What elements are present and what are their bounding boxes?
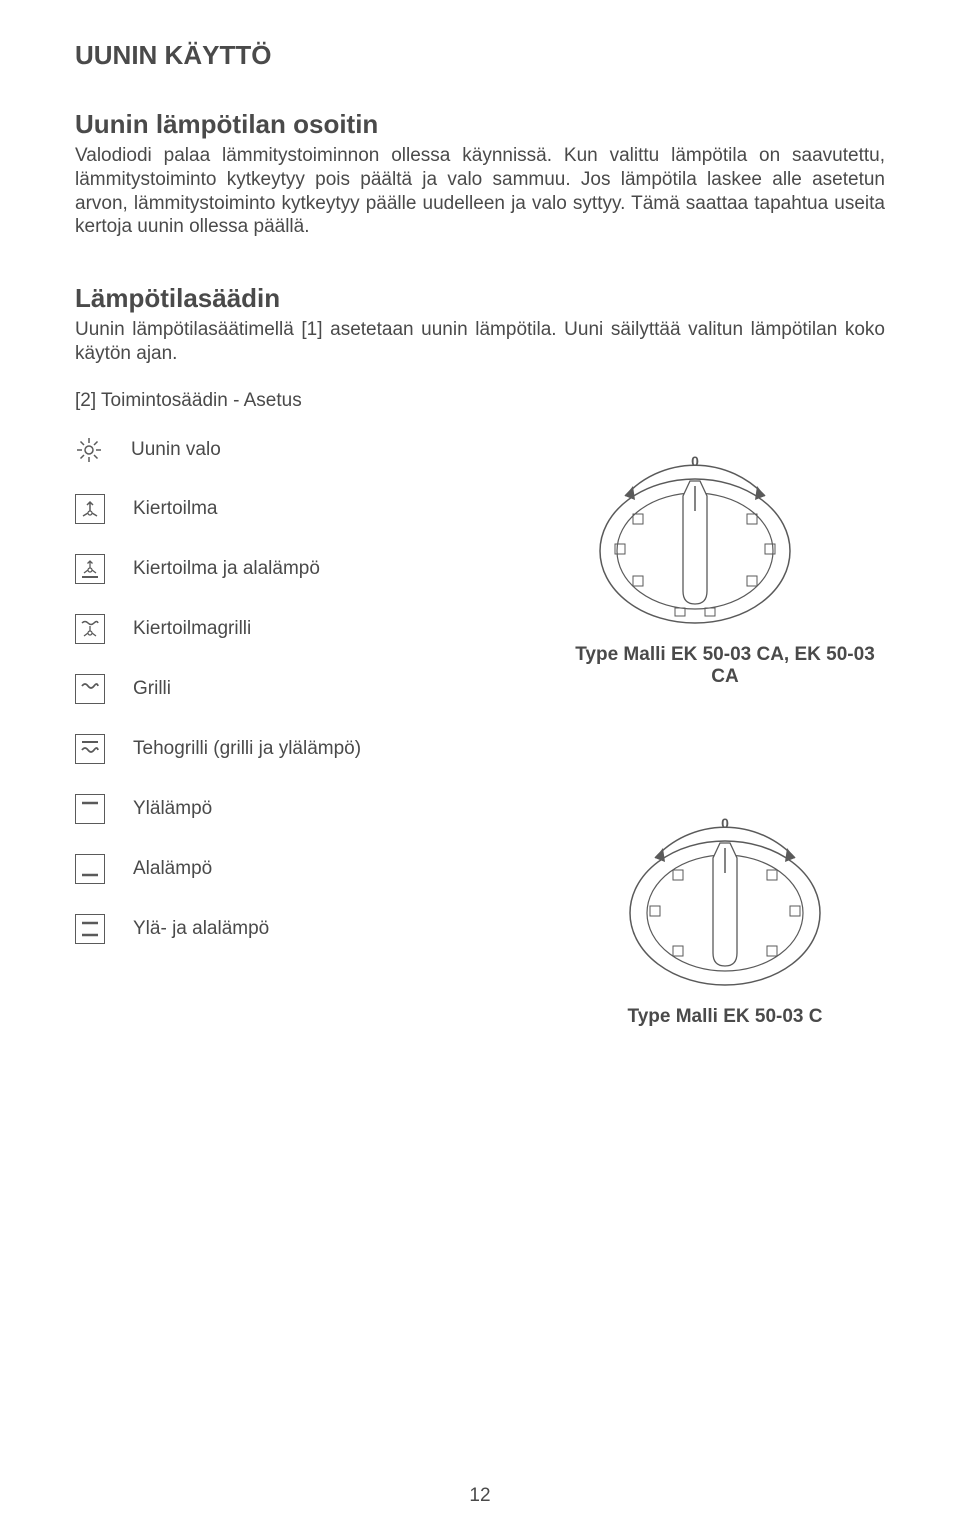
fan-bottom-icon — [75, 554, 105, 584]
bottom-heat-icon — [75, 854, 105, 884]
section1-body: Valodiodi palaa lämmitystoiminnon olless… — [75, 144, 885, 239]
knob-column: 0 Type — [565, 436, 885, 1068]
section2-heading: Lämpötilasäädin — [75, 283, 885, 314]
svg-text:0: 0 — [691, 453, 699, 469]
page-number: 12 — [0, 1485, 960, 1507]
setting-label: Kiertoilmagrilli — [133, 618, 251, 640]
top-bottom-heat-icon — [75, 914, 105, 944]
setting-label: Tehogrilli (grilli ja ylälämpö) — [133, 738, 361, 760]
page-title: UUNIN KÄYTTÖ — [75, 40, 885, 71]
fan-icon — [75, 494, 105, 524]
setting-item-top-heat: Ylälämpö — [75, 794, 525, 824]
settings-row: Uunin valo Kiertoilma — [75, 436, 885, 1068]
setting-label: Kiertoilma — [133, 498, 217, 520]
fan-grill-icon — [75, 614, 105, 644]
svg-text:0: 0 — [721, 815, 729, 831]
setting-item-bottom-heat: Alalämpö — [75, 854, 525, 884]
setting-item-top-bottom-heat: Ylä- ja alalämpö — [75, 914, 525, 944]
light-icon — [75, 436, 103, 464]
setting-label: Ylä- ja alalämpö — [133, 918, 269, 940]
top-heat-icon — [75, 794, 105, 824]
setting-item-light: Uunin valo — [75, 436, 525, 464]
knob-caption-2: Type Malli EK 50-03 C — [595, 1006, 855, 1028]
grill-top-icon — [75, 734, 105, 764]
knob-dial-icon: 0 — [595, 798, 855, 998]
knob-block-2: 0 Type Malli EK 50-03 C — [595, 798, 855, 1028]
grill-icon — [75, 674, 105, 704]
setting-item-grill: Grilli — [75, 674, 525, 704]
knob-dial-icon: 0 — [565, 436, 825, 636]
setting-label: Uunin valo — [131, 439, 221, 461]
settings-list: Uunin valo Kiertoilma — [75, 436, 525, 974]
settings-title: [2] Toimintosäädin - Asetus — [75, 390, 885, 412]
setting-item-grill-top: Tehogrilli (grilli ja ylälämpö) — [75, 734, 525, 764]
knob-caption-1: Type Malli EK 50-03 CA, EK 50-03 CA — [565, 644, 885, 688]
setting-item-fan: Kiertoilma — [75, 494, 525, 524]
setting-item-fan-grill: Kiertoilmagrilli — [75, 614, 525, 644]
setting-label: Grilli — [133, 678, 171, 700]
page: UUNIN KÄYTTÖ Uunin lämpötilan osoitin Va… — [0, 0, 960, 1537]
setting-label: Ylälämpö — [133, 798, 212, 820]
knob-block-1: 0 Type — [565, 436, 885, 688]
section1-heading: Uunin lämpötilan osoitin — [75, 109, 885, 140]
setting-label: Alalämpö — [133, 858, 212, 880]
setting-item-fan-bottom: Kiertoilma ja alalämpö — [75, 554, 525, 584]
section2-body: Uunin lämpötilasäätimellä [1] asetetaan … — [75, 318, 885, 366]
setting-label: Kiertoilma ja alalämpö — [133, 558, 320, 580]
